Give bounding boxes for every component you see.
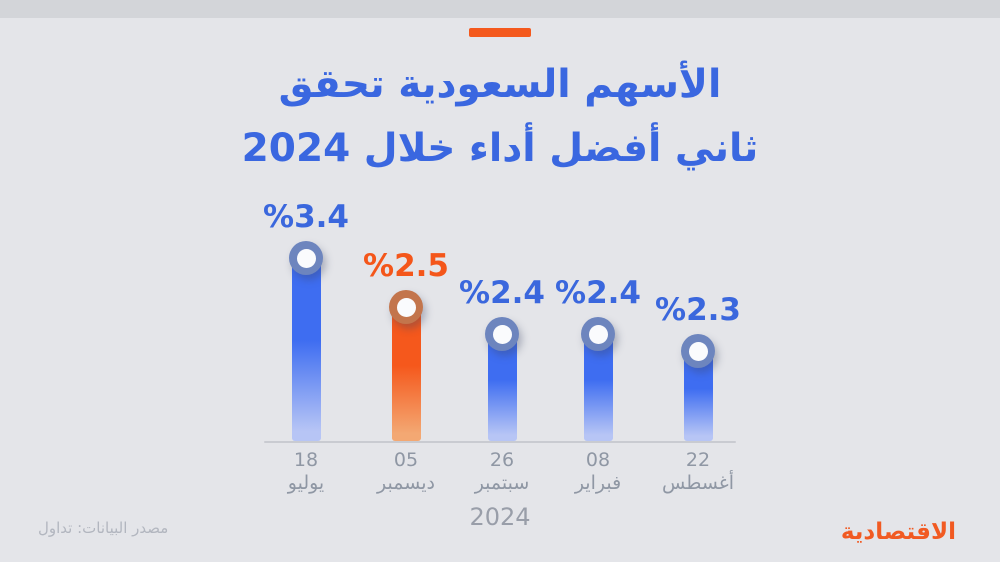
- bar-value-label: %3.4: [263, 200, 349, 234]
- x-tick-day: 05: [393, 449, 419, 471]
- top-strip: [0, 0, 1000, 18]
- x-tick-label: 18 يوليو: [288, 449, 324, 495]
- bar-value-label: %2.3: [655, 293, 741, 327]
- bar-value: 2.5: [394, 248, 449, 284]
- bar-knob[interactable]: [581, 317, 615, 351]
- bar-knob-center: [492, 324, 512, 344]
- x-tick-month: ديسمبر: [377, 472, 435, 494]
- bar-knob-center: [688, 341, 708, 361]
- bar-value-label: %2.4: [459, 276, 545, 310]
- bar-knob-center: [396, 297, 416, 317]
- x-tick-day: 18: [293, 449, 319, 471]
- x-tick-month: فبراير: [574, 472, 622, 494]
- x-tick-label: 05 ديسمبر: [377, 449, 435, 495]
- percent-sign: %: [655, 292, 687, 328]
- x-tick-month: يوليو: [287, 472, 325, 494]
- x-tick-label: 22 أغسطس: [662, 449, 734, 495]
- bar-knob[interactable]: [681, 334, 715, 368]
- x-tick-month: سبتمبر: [474, 472, 530, 494]
- bar-value: 2.4: [490, 275, 545, 311]
- bar[interactable]: [291, 247, 321, 441]
- x-tick-day: 08: [585, 449, 611, 471]
- bar-knob[interactable]: [389, 290, 423, 324]
- x-tick-label: 08 فبراير: [575, 449, 621, 495]
- x-axis-line: [264, 441, 736, 443]
- x-tick-day: 22: [685, 449, 711, 471]
- bar-knob-center: [296, 248, 316, 268]
- x-tick-day: 26: [489, 449, 515, 471]
- bar-value: 2.4: [586, 275, 641, 311]
- percent-sign: %: [555, 275, 587, 311]
- accent-dash: [469, 28, 531, 37]
- page-title-line1: الأسهم السعودية تحقق: [278, 62, 722, 107]
- data-source-note: مصدر البيانات: تداول: [38, 519, 169, 537]
- bar-value-label: %2.4: [555, 276, 641, 310]
- x-tick-month: أغسطس: [662, 472, 734, 494]
- bar-value: 2.3: [686, 292, 741, 328]
- bar-knob[interactable]: [289, 241, 323, 275]
- brand-logo: الاقتصادية: [840, 519, 957, 545]
- x-axis-title: 2024: [469, 503, 531, 531]
- bar-knob[interactable]: [485, 317, 519, 351]
- page-title-line2: ثاني أفضل أداء خلال 2024: [241, 126, 759, 171]
- x-tick-label: 26 سبتمبر: [475, 449, 530, 495]
- bar-value-label: %2.5: [363, 249, 449, 283]
- bar-value: 3.4: [294, 199, 349, 235]
- percent-sign: %: [363, 248, 395, 284]
- bar-knob-center: [588, 324, 608, 344]
- percent-sign: %: [459, 275, 491, 311]
- percent-sign: %: [263, 199, 295, 235]
